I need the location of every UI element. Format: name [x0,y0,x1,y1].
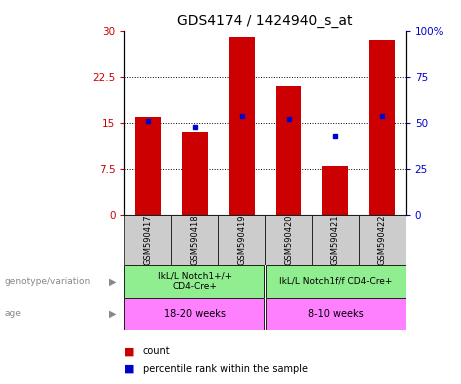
Bar [229,37,254,215]
Bar [171,215,218,265]
Bar [266,265,406,298]
Text: ▶: ▶ [109,309,117,319]
Text: IkL/L Notch1f/f CD4-Cre+: IkL/L Notch1f/f CD4-Cre+ [279,277,392,286]
Text: ▶: ▶ [109,276,117,286]
Text: GSM590421: GSM590421 [331,215,340,265]
Text: IkL/L Notch1+/+
CD4-Cre+: IkL/L Notch1+/+ CD4-Cre+ [158,271,232,291]
Text: 8-10 weeks: 8-10 weeks [307,309,363,319]
Bar [359,215,406,265]
Text: GSM590422: GSM590422 [378,215,387,265]
Text: count: count [143,346,171,356]
Text: GSM590417: GSM590417 [143,215,153,265]
Bar [124,298,264,330]
Text: age: age [5,310,22,318]
Bar [124,265,264,298]
Bar [266,298,406,330]
Text: percentile rank within the sample: percentile rank within the sample [143,364,308,374]
Text: GSM590418: GSM590418 [190,215,199,265]
Bar [135,117,161,215]
Text: genotype/variation: genotype/variation [5,277,91,286]
Text: ■: ■ [124,346,135,356]
Title: GDS4174 / 1424940_s_at: GDS4174 / 1424940_s_at [177,14,353,28]
Bar [323,166,348,215]
Text: ■: ■ [124,364,135,374]
Bar [276,86,301,215]
Bar [369,40,395,215]
Text: 18-20 weeks: 18-20 weeks [164,309,226,319]
Bar [182,132,207,215]
Bar [265,215,312,265]
Bar [312,215,359,265]
Text: GSM590419: GSM590419 [237,215,246,265]
Text: GSM590420: GSM590420 [284,215,293,265]
Bar [124,215,171,265]
Bar [218,215,265,265]
